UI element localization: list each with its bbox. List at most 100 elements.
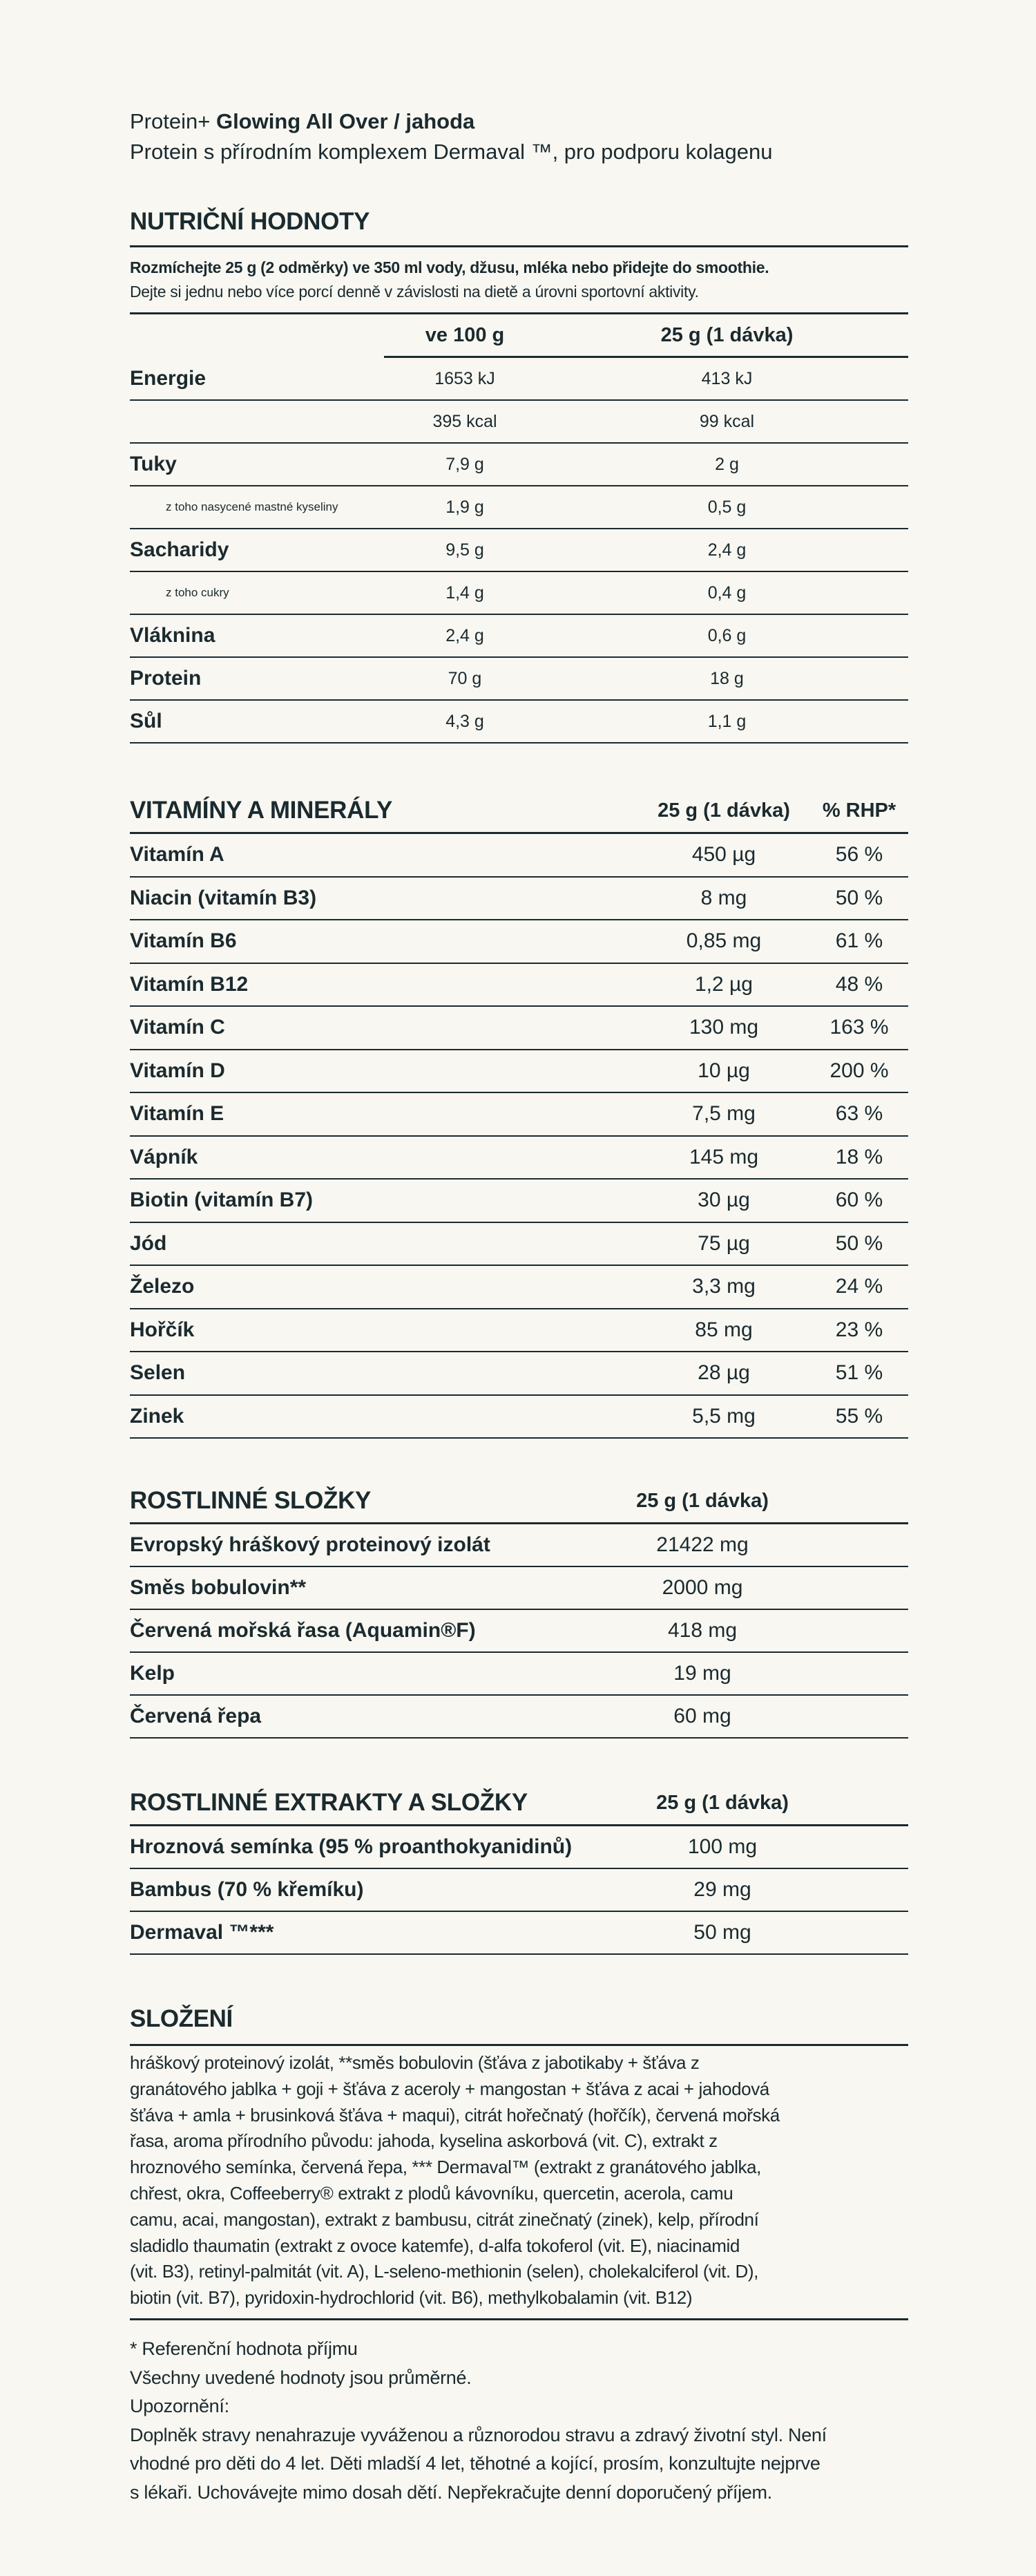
- value-per-serving: 99 kcal: [699, 411, 755, 431]
- vitamin-amount: 30 µg: [698, 1188, 750, 1212]
- plants-row: Evropský hráškový proteinový izolát 21422…: [130, 1524, 908, 1567]
- footnote-line: * Referenční hodnota příjmu: [130, 2338, 358, 2359]
- vitamin-name: Jód: [130, 1231, 167, 1255]
- nutrition-row: z toho cukry 1,4 g 0,4 g: [130, 572, 908, 615]
- vitamin-rhp: 50 %: [835, 886, 883, 909]
- composition-line: řasa, aroma přírodního původu: jahoda, k…: [130, 2130, 718, 2152]
- nutrition-section: NUTRIČNÍ HODNOTY Rozmíchejte 25 g (2 odm…: [130, 205, 908, 744]
- vitamin-row: Niacin (vitamín B3) 8 mg 50 %: [130, 878, 908, 920]
- extracts-row: Hroznová semínka (95 % proanthokyanidinů…: [130, 1826, 908, 1869]
- vitamin-name: Vitamín C: [130, 1016, 225, 1039]
- vitamin-name: Vitamín D: [130, 1059, 225, 1082]
- nutrient-label: Protein: [130, 667, 202, 690]
- vitamin-rhp: 23 %: [835, 1318, 883, 1341]
- value-per-100g: 9,5 g: [445, 540, 484, 560]
- nutrient-label: Energie: [130, 367, 207, 390]
- plants-row: Červená řepa 60 mg: [130, 1696, 908, 1739]
- composition-section: SLOŽENÍ hráškový proteinový izolát, **sm…: [130, 1998, 908, 2320]
- nutrient-label: Vláknina: [130, 624, 215, 647]
- vitamin-name: Vápník: [130, 1145, 198, 1168]
- col-rhp: % RHP*: [822, 799, 896, 822]
- vitamin-row: Vitamín B6 0,85 mg 61 %: [130, 920, 908, 964]
- product-title: Protein+ Glowing All Over / jahoda: [130, 109, 475, 133]
- ingredient-amount: 2000 mg: [662, 1576, 743, 1599]
- ingredient-name: Evropský hráškový proteinový izolát: [130, 1533, 490, 1556]
- nutrition-row: Sůl 4,3 g 1,1 g: [130, 701, 908, 744]
- value-per-100g: 2,4 g: [445, 625, 484, 645]
- col-per-serving: 25 g (1 dávka): [656, 1791, 789, 1814]
- instruction: Dejte si jednu nebo více porcí denně v z…: [130, 277, 908, 314]
- vitamins-section: VITAMÍNY A MINERÁLY 25 g (1 dávka) % RHP…: [130, 789, 908, 1439]
- footnote-line: Všechny uvedené hodnoty jsou průměrné.: [130, 2367, 472, 2388]
- vitamin-rhp: 48 %: [835, 972, 883, 996]
- vitamins-header-row: VITAMÍNY A MINERÁLY 25 g (1 dávka) % RHP…: [130, 789, 908, 834]
- value-per-100g: 1,4 g: [445, 583, 484, 603]
- product-header: Protein+ Glowing All Over / jahoda Prote…: [130, 106, 908, 167]
- vitamin-amount: 7,5 mg: [692, 1102, 756, 1126]
- value-per-100g: 1653 kJ: [434, 368, 495, 388]
- vitamin-row: Vitamín D 10 µg 200 %: [130, 1050, 908, 1093]
- vitamin-amount: 85 mg: [695, 1318, 753, 1341]
- extracts-title: ROSTLINNÉ EXTRAKTY A SLOŽKY: [130, 1789, 528, 1816]
- vitamin-amount: 1,2 µg: [694, 972, 753, 996]
- footnotes: * Referenční hodnota příjmu Všechny uvede…: [130, 2335, 908, 2508]
- vitamin-amount: 28 µg: [698, 1361, 750, 1385]
- ingredient-name: Směs bobulovin**: [130, 1576, 307, 1599]
- composition-title: SLOŽENÍ: [130, 1998, 908, 2046]
- nutrition-row: Vláknina 2,4 g 0,6 g: [130, 615, 908, 658]
- nutrient-label: Tuky: [130, 453, 177, 475]
- vitamin-name: Selen: [130, 1361, 186, 1385]
- col-per-serving: 25 g (1 dávka): [636, 1489, 769, 1512]
- nutrient-label: z toho nasycené mastné kyseliny: [166, 500, 338, 513]
- vitamin-row: Vitamín E 7,5 mg 63 %: [130, 1093, 908, 1137]
- composition-line: biotin (vit. B7), pyridoxin-hydrochlorid…: [130, 2287, 693, 2309]
- product-subtitle: Protein s přírodním komplexem Dermaval ™…: [130, 140, 773, 164]
- vitamin-rhp: 60 %: [835, 1188, 883, 1212]
- vitamin-name: Vitamín B12: [130, 972, 249, 996]
- value-per-100g: 70 g: [448, 668, 482, 688]
- value-per-100g: 1,9 g: [445, 497, 484, 517]
- value-per-serving: 0,4 g: [707, 583, 747, 603]
- vitamin-amount: 5,5 mg: [692, 1404, 756, 1428]
- value-per-serving: 1,1 g: [707, 711, 747, 731]
- nutrient-label: z toho cukry: [166, 586, 229, 599]
- nutrition-header-row: ve 100 g 25 g (1 dávka): [384, 314, 908, 358]
- ingredient-name: Červená řepa: [130, 1705, 262, 1727]
- vitamin-name: Vitamín B6: [130, 929, 237, 953]
- plants-row: Kelp 19 mg: [130, 1653, 908, 1696]
- vitamin-amount: 450 µg: [691, 843, 756, 866]
- composition-line: hráškový proteinový izolát, **směs bobul…: [130, 2052, 700, 2073]
- composition-line: šťáva + amla + brusinková šťáva + maqui)…: [130, 2104, 780, 2125]
- vitamin-amount: 10 µg: [698, 1059, 750, 1082]
- nutrient-label: Sacharidy: [130, 538, 229, 561]
- vitamin-row: Biotin (vitamín B7) 30 µg 60 %: [130, 1180, 908, 1223]
- footnote-line: Doplněk stravy nenahrazuje vyváženou a r…: [130, 2424, 827, 2445]
- composition-line: camu, acai, mangostan), extrakt z bambus…: [130, 2208, 759, 2230]
- vitamin-row: Jód 75 µg 50 %: [130, 1223, 908, 1266]
- extracts-header-row: ROSTLINNÉ EXTRAKTY A SLOŽKY 25 g (1 dávk…: [130, 1781, 908, 1826]
- vitamin-row: Vápník 145 mg 18 %: [130, 1137, 908, 1180]
- vitamin-rhp: 24 %: [835, 1275, 883, 1298]
- vitamins-title: VITAMÍNY A MINERÁLY: [130, 797, 392, 824]
- nutrition-row: 395 kcal 99 kcal: [130, 401, 908, 444]
- footnote-line: vhodné pro děti do 4 let. Děti mladší 4 …: [130, 2453, 821, 2474]
- vitamin-row: Vitamín C 130 mg 163 %: [130, 1007, 908, 1050]
- vitamin-rhp: 55 %: [835, 1404, 883, 1428]
- footnote-line: s lékaři. Uchovávejte mimo dosah dětí. N…: [130, 2481, 772, 2503]
- value-per-serving: 2 g: [715, 454, 739, 474]
- vitamin-name: Železo: [130, 1275, 195, 1298]
- ingredient-name: Hroznová semínka (95 % proanthokyanidinů…: [130, 1835, 573, 1858]
- col-per-100g: ve 100 g: [425, 323, 505, 346]
- vitamin-rhp: 200 %: [829, 1059, 889, 1082]
- footnote-line: Upozornění:: [130, 2396, 229, 2417]
- vitamin-rhp: 51 %: [835, 1361, 883, 1385]
- nutrient-label: Sůl: [130, 710, 162, 732]
- composition-text: hráškový proteinový izolát, **směs bobul…: [130, 2046, 908, 2320]
- nutrition-row: Tuky 7,9 g 2 g: [130, 444, 908, 486]
- vitamin-rhp: 63 %: [835, 1102, 883, 1126]
- value-per-100g: 4,3 g: [445, 711, 484, 731]
- vitamin-amount: 8 mg: [700, 886, 747, 909]
- nutrition-row: z toho nasycené mastné kyseliny 1,9 g 0,5 …: [130, 486, 908, 529]
- vitamin-amount: 130 mg: [689, 1016, 759, 1039]
- instruction-bold: Rozmíchejte 25 g (2 odměrky) ve 350 ml v…: [130, 258, 769, 276]
